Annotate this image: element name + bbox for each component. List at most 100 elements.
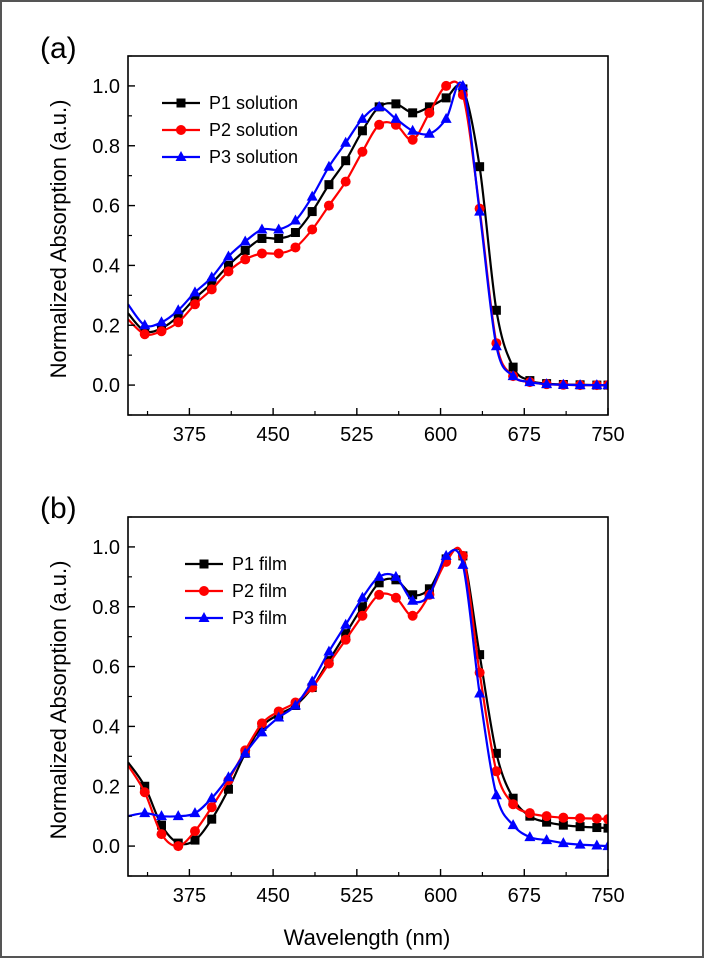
- legend-a: P1 solution P2 solution P3 solution: [162, 93, 298, 167]
- x-tick-label-b: 525: [340, 885, 373, 907]
- data-point-b-1: [575, 822, 585, 832]
- legend-marker-b-3: [198, 612, 210, 622]
- data-point-b-2: [541, 811, 552, 822]
- data-point-b-2: [139, 787, 150, 798]
- data-point-a-3: [239, 235, 251, 246]
- data-point-b-1: [140, 781, 150, 791]
- data-point-b-3: [155, 810, 167, 821]
- plot-area-b: [128, 546, 608, 852]
- data-point-a-3: [557, 378, 569, 389]
- legend-marker-a-3: [175, 151, 187, 161]
- data-point-b-2: [173, 841, 184, 852]
- data-point-a-3: [602, 379, 608, 390]
- data-point-b-2: [407, 610, 418, 621]
- data-point-a-1: [257, 233, 267, 243]
- data-point-b-2: [591, 813, 602, 824]
- plot-frame-a: [127, 55, 609, 416]
- data-point-b-1: [475, 650, 485, 660]
- data-point-a-2: [273, 248, 284, 259]
- data-point-b-2: [340, 634, 351, 645]
- series-line-a-2: [128, 80, 608, 387]
- data-point-b-3: [239, 747, 251, 758]
- y-tick-label-a: 1.0: [92, 76, 120, 98]
- data-point-a-3: [306, 190, 318, 201]
- data-point-b-1: [374, 578, 384, 588]
- data-point-a-3: [407, 124, 419, 135]
- x-tick-label-a: 675: [508, 424, 541, 446]
- data-point-b-1: [542, 817, 552, 827]
- data-point-a-3: [591, 379, 603, 390]
- data-point-b-1: [223, 784, 233, 794]
- legend-marker-a-2: [176, 125, 186, 135]
- y-tick-label-b: 0.0: [92, 836, 120, 858]
- data-point-a-3: [490, 340, 502, 351]
- data-point-b-3: [206, 792, 218, 803]
- data-point-a-3: [390, 112, 402, 123]
- data-point-b-1: [190, 835, 200, 845]
- legend-label-a-3: P3 solution: [209, 147, 298, 167]
- data-point-b-3: [524, 831, 536, 842]
- x-tick-label-a: 450: [256, 424, 289, 446]
- data-point-a-1: [324, 180, 334, 190]
- data-point-a-1: [408, 108, 418, 118]
- data-point-b-3: [222, 771, 234, 782]
- y-tick-label-b: 0.4: [92, 716, 120, 738]
- data-point-b-1: [558, 820, 568, 830]
- data-point-b-3: [507, 819, 519, 830]
- data-point-a-1: [190, 293, 200, 303]
- data-point-a-2: [307, 224, 318, 235]
- data-point-b-2: [603, 814, 608, 825]
- data-point-a-1: [508, 362, 518, 372]
- data-point-a-3: [574, 379, 586, 390]
- data-point-a-1: [391, 99, 401, 109]
- data-point-a-3: [189, 286, 201, 297]
- data-point-a-1: [207, 278, 217, 288]
- data-point-a-1: [274, 233, 284, 243]
- data-point-b-3: [273, 711, 285, 722]
- data-point-b-2: [323, 658, 334, 669]
- data-point-b-3: [323, 645, 335, 656]
- y-axis-title-b: Normalized Absorption (a.u.): [46, 561, 71, 840]
- data-point-b-1: [341, 629, 351, 639]
- series-line-a-3: [128, 81, 608, 387]
- data-point-a-1: [223, 260, 233, 270]
- data-point-b-2: [491, 766, 502, 777]
- data-point-a-1: [475, 162, 485, 172]
- y-tick-label-b: 0.6: [92, 657, 120, 679]
- data-point-b-1: [603, 823, 608, 833]
- data-point-a-2: [374, 119, 385, 130]
- x-axis-title: Wavelength (nm): [284, 925, 451, 950]
- data-point-b-3: [602, 840, 608, 851]
- data-point-a-3: [273, 223, 285, 234]
- data-point-b-2: [357, 610, 368, 621]
- data-point-a-2: [441, 80, 452, 91]
- y-axis-title-a: Normalized Absorption (a.u.): [46, 100, 71, 379]
- legend-label-b-3: P3 film: [232, 608, 287, 628]
- data-point-a-3: [206, 271, 218, 282]
- y-tick-label-a: 0.4: [92, 255, 120, 277]
- x-tick-label-a: 525: [340, 424, 373, 446]
- data-point-a-2: [340, 176, 351, 187]
- data-point-a-3: [474, 205, 486, 216]
- data-point-b-2: [374, 589, 385, 600]
- data-point-a-1: [307, 207, 317, 217]
- data-point-a-1: [341, 156, 351, 166]
- data-point-b-3: [390, 570, 402, 581]
- data-point-b-2: [508, 799, 519, 810]
- data-point-a-1: [424, 102, 434, 112]
- data-point-b-3: [591, 839, 603, 850]
- data-point-b-3: [373, 570, 385, 581]
- data-point-a-1: [441, 93, 451, 103]
- data-point-a-2: [357, 146, 368, 157]
- data-point-a-3: [323, 160, 335, 171]
- data-point-b-3: [256, 726, 268, 737]
- data-point-a-2: [424, 107, 435, 118]
- data-point-a-2: [323, 200, 334, 211]
- y-tick-label-a: 0.8: [92, 136, 120, 158]
- data-point-a-3: [373, 100, 385, 111]
- plot-frame-b: [127, 516, 609, 877]
- x-tick-label-a: 600: [424, 424, 457, 446]
- data-point-b-3: [306, 675, 318, 686]
- data-point-b-3: [440, 549, 452, 560]
